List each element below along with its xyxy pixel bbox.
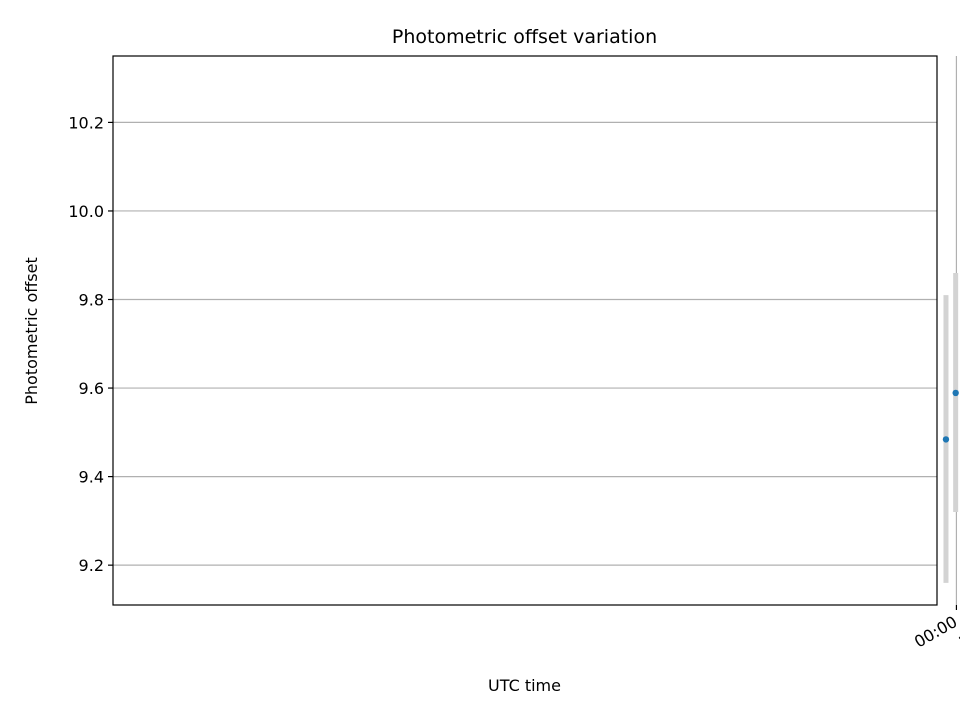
y-tick-label: 9.2 — [79, 556, 104, 575]
y-axis-label: Photometric offset — [22, 257, 41, 405]
data-points — [942, 389, 959, 443]
data-point — [942, 436, 950, 443]
plot-frame — [112, 55, 938, 606]
y-tick-label: 10.2 — [68, 113, 104, 132]
y-axis-ticks: 9.2 9.4 9.6 9.8 10.0 10.2 — [68, 113, 113, 575]
y-tick-label: 9.4 — [79, 468, 104, 487]
y-tick-label: 10.0 — [68, 202, 104, 221]
y-tick-label: 9.8 — [79, 291, 104, 310]
x-tick-label: 00:00 — [911, 612, 960, 652]
data-point — [952, 389, 959, 397]
y-tick-label: 9.6 — [79, 379, 104, 398]
grid — [113, 56, 958, 605]
chart-title: Photometric offset variation — [392, 26, 657, 48]
x-axis-label: UTC time — [488, 676, 561, 695]
error-bars — [943, 272, 959, 583]
x-tick-label: 23:00 — [956, 612, 960, 652]
